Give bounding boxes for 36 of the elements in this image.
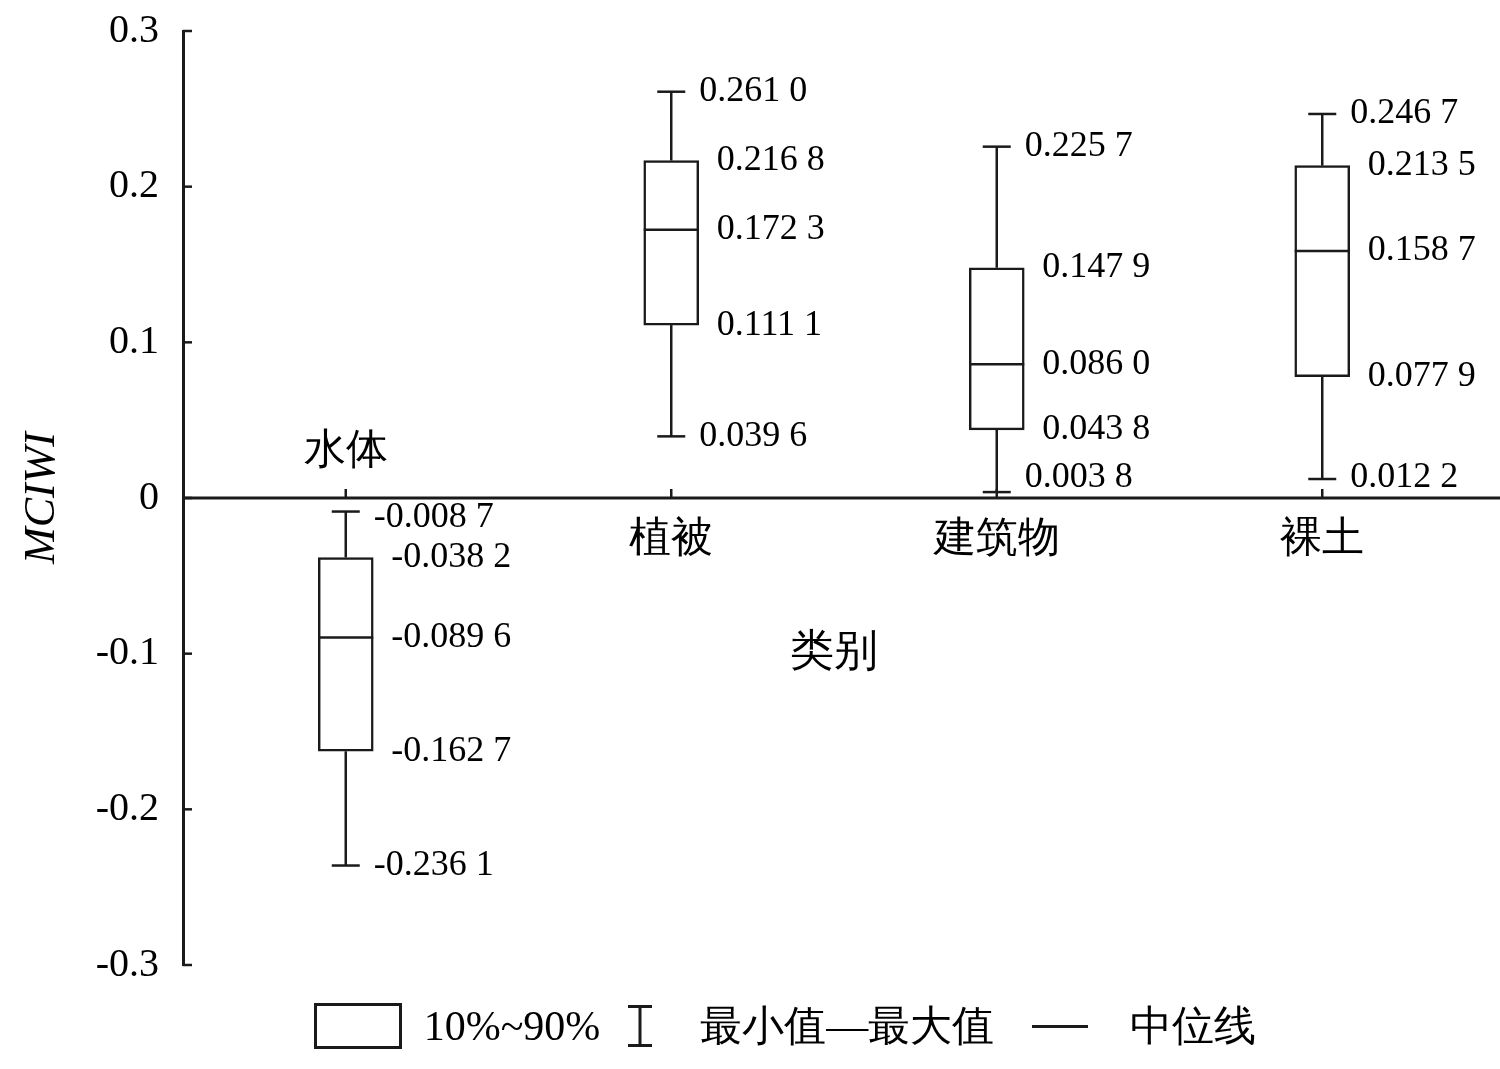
x-tick-label: 植被 — [629, 514, 714, 561]
y-tick-label: 0.2 — [109, 161, 159, 207]
annotation: 0.086 0 — [1042, 341, 1151, 382]
annotation: 0.111 1 — [716, 302, 823, 343]
annotation: -0.162 7 — [391, 728, 512, 769]
annotation: -0.038 2 — [391, 534, 512, 575]
annotation: 0.043 8 — [1042, 407, 1151, 448]
y-tick-label: -0.2 — [95, 783, 159, 829]
y-axis-title: MCIWI — [14, 429, 64, 565]
annotation: 0.158 7 — [1367, 228, 1476, 269]
annotation: 0.216 8 — [716, 137, 825, 178]
y-tick-label: 0.3 — [109, 5, 159, 51]
annotation: 0.213 5 — [1367, 143, 1476, 184]
annotation: -0.008 7 — [373, 495, 494, 536]
x-tick-label: 水体 — [303, 426, 388, 473]
annotation: -0.089 6 — [391, 614, 512, 655]
annotation: -0.236 1 — [373, 842, 494, 883]
annotation: 0.261 0 — [699, 69, 808, 110]
annotation: 0.012 2 — [1350, 455, 1459, 496]
y-tick-label: -0.3 — [95, 939, 159, 985]
annotation: 0.039 6 — [699, 413, 808, 454]
annotation: 0.225 7 — [1024, 124, 1133, 165]
annotation: 0.147 9 — [1042, 245, 1151, 286]
annotation: 0.077 9 — [1367, 354, 1476, 395]
x-tick-label: 裸土 — [1280, 514, 1365, 561]
x-axis-title: 类别 — [790, 625, 878, 675]
text: 10%~90% — [423, 1002, 601, 1050]
y-tick-label: -0.1 — [95, 628, 159, 674]
annotation: 0.003 8 — [1024, 455, 1133, 496]
annotation: 0.246 7 — [1350, 91, 1459, 132]
x-tick-label: 建筑物 — [932, 514, 1060, 561]
annotation: 0.172 3 — [716, 207, 825, 248]
y-tick-label: 0 — [139, 472, 159, 518]
y-tick-label: 0.1 — [109, 316, 159, 362]
text: 最小值—最大值 — [700, 1002, 995, 1051]
text: 中位线 — [1130, 1002, 1257, 1051]
